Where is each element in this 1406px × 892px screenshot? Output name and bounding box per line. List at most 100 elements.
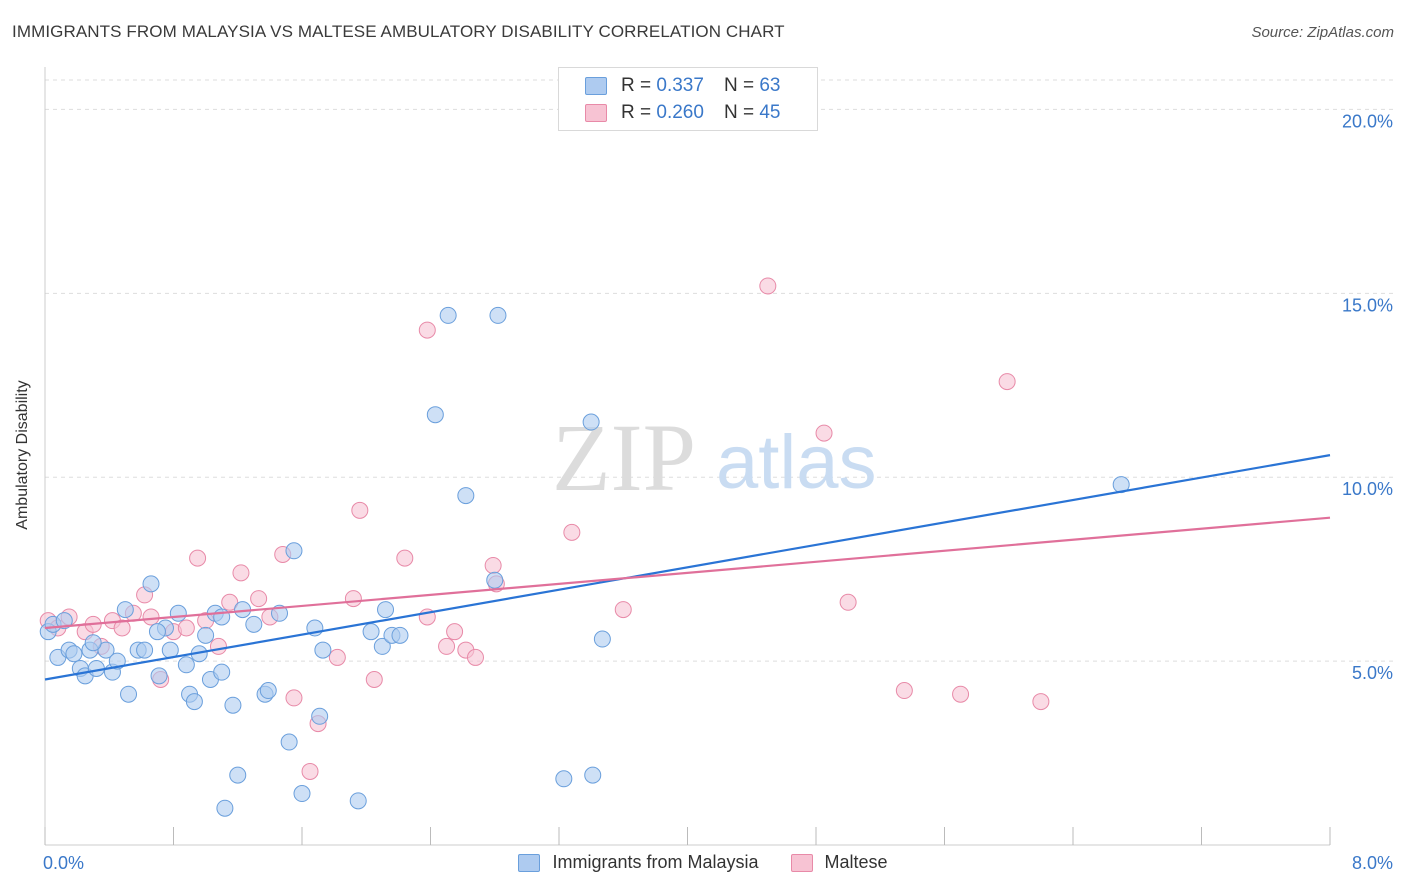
malaysia-point — [142, 575, 160, 593]
watermark-atlas: atlas — [716, 420, 877, 505]
malaysia-point — [259, 682, 277, 700]
malaysia-swatch — [518, 853, 541, 872]
malaysia-point — [486, 571, 504, 589]
y-tick-label: 20.0% — [1342, 111, 1393, 131]
y-tick-label: 10.0% — [1342, 479, 1393, 499]
malaysia-point — [555, 770, 573, 788]
legend-label-maltese: Maltese — [824, 852, 888, 872]
maltese-point — [344, 590, 362, 608]
x-tick-label: 8.0% — [1352, 853, 1393, 873]
n-value: 45 — [759, 102, 781, 123]
malaysia-point — [349, 792, 367, 810]
maltese-point — [209, 637, 227, 655]
maltese-point — [177, 619, 195, 637]
malaysia-point — [116, 601, 134, 619]
malaysia-point — [84, 634, 102, 652]
malaysia-point — [311, 707, 329, 725]
r-label: R = — [621, 75, 652, 96]
malaysia-points — [39, 306, 1130, 817]
x-tick-label: 0.0% — [43, 853, 84, 873]
maltese-point — [351, 501, 369, 519]
malaysia-point — [65, 645, 83, 663]
malaysia-point — [136, 641, 154, 659]
legend-label-malaysia: Immigrants from Malaysia — [552, 852, 759, 872]
stats-row-maltese: R = 0.260 N = 45 — [585, 101, 780, 125]
maltese-swatch — [790, 853, 813, 872]
malaysia-point — [457, 487, 475, 505]
malaysia-point — [120, 685, 138, 703]
malaysia-point — [314, 641, 332, 659]
malaysia-point — [377, 601, 395, 619]
tick-labels: 5.0% 10.0% 15.0% 20.0% 0.0% 8.0% — [43, 111, 1393, 873]
maltese-point — [998, 373, 1016, 391]
malaysia-point — [280, 733, 298, 751]
maltese-point — [250, 590, 268, 608]
series-legend: Immigrants from Malaysia Maltese — [0, 852, 1406, 873]
maltese-point — [895, 682, 913, 700]
malaysia-point — [391, 626, 409, 644]
source-note: Source: ZipAtlas.com — [1251, 24, 1394, 41]
n-label: N = — [723, 102, 755, 123]
watermark-zip: ZIP — [552, 404, 696, 511]
malaysia-point — [55, 612, 73, 630]
n-value: 63 — [759, 75, 781, 96]
malaysia-point — [97, 641, 115, 659]
y-axis-label: Ambulatory Disability — [14, 380, 31, 530]
malaysia-point — [593, 630, 611, 648]
maltese-point — [301, 762, 319, 780]
malaysia-point — [245, 615, 263, 633]
maltese-point — [365, 670, 383, 688]
malaysia-swatch — [585, 77, 607, 95]
malaysia-point — [439, 306, 457, 324]
maltese-point — [328, 648, 346, 666]
maltese-point — [815, 424, 833, 442]
malaysia-point — [293, 785, 311, 803]
r-value: 0.260 — [656, 102, 704, 123]
malaysia-point — [285, 542, 303, 560]
maltese-point — [418, 321, 436, 339]
malaysia-point — [216, 799, 234, 817]
r-label: R = — [621, 102, 652, 123]
maltese-point — [285, 689, 303, 707]
malaysia-trend-line — [44, 454, 1331, 681]
malaysia-point — [584, 766, 602, 784]
stats-legend: R = 0.337 N = 63 R = 0.260 N = 45 — [558, 67, 818, 131]
malaysia-point — [148, 623, 166, 641]
legend-item-malaysia: Immigrants from Malaysia — [518, 852, 759, 873]
maltese-point — [142, 608, 160, 626]
maltese-point — [221, 593, 239, 611]
watermark: ZIP atlas — [552, 404, 877, 511]
malaysia-point — [582, 413, 600, 431]
n-label: N = — [723, 75, 755, 96]
r-value: 0.337 — [656, 75, 704, 96]
maltese-point — [759, 277, 777, 295]
malaysia-point — [213, 663, 231, 681]
y-tick-label: 15.0% — [1342, 295, 1393, 315]
malaysia-point — [150, 667, 168, 685]
maltese-point — [1032, 693, 1050, 711]
malaysia-point — [426, 406, 444, 424]
malaysia-point — [197, 626, 215, 644]
y-tick-label: 5.0% — [1352, 663, 1393, 683]
maltese-point — [614, 601, 632, 619]
maltese-point — [563, 523, 581, 541]
maltese-point — [484, 556, 502, 574]
maltese-swatch — [585, 104, 607, 122]
malaysia-point — [224, 696, 242, 714]
malaysia-point — [489, 306, 507, 324]
malaysia-point — [362, 623, 380, 641]
malaysia-point — [229, 766, 247, 784]
chart-title: IMMIGRANTS FROM MALAYSIA VS MALTESE AMBU… — [12, 22, 785, 41]
stats-row-malaysia: R = 0.337 N = 63 — [585, 74, 780, 98]
maltese-trend-line — [44, 516, 1331, 630]
maltese-point — [438, 637, 456, 655]
malaysia-point — [169, 604, 187, 622]
maltese-point — [189, 549, 207, 567]
maltese-point — [232, 564, 250, 582]
malaysia-point — [185, 693, 203, 711]
maltese-point — [839, 593, 857, 611]
trend-lines — [44, 454, 1331, 681]
maltese-point — [113, 619, 131, 637]
maltese-point — [952, 685, 970, 703]
